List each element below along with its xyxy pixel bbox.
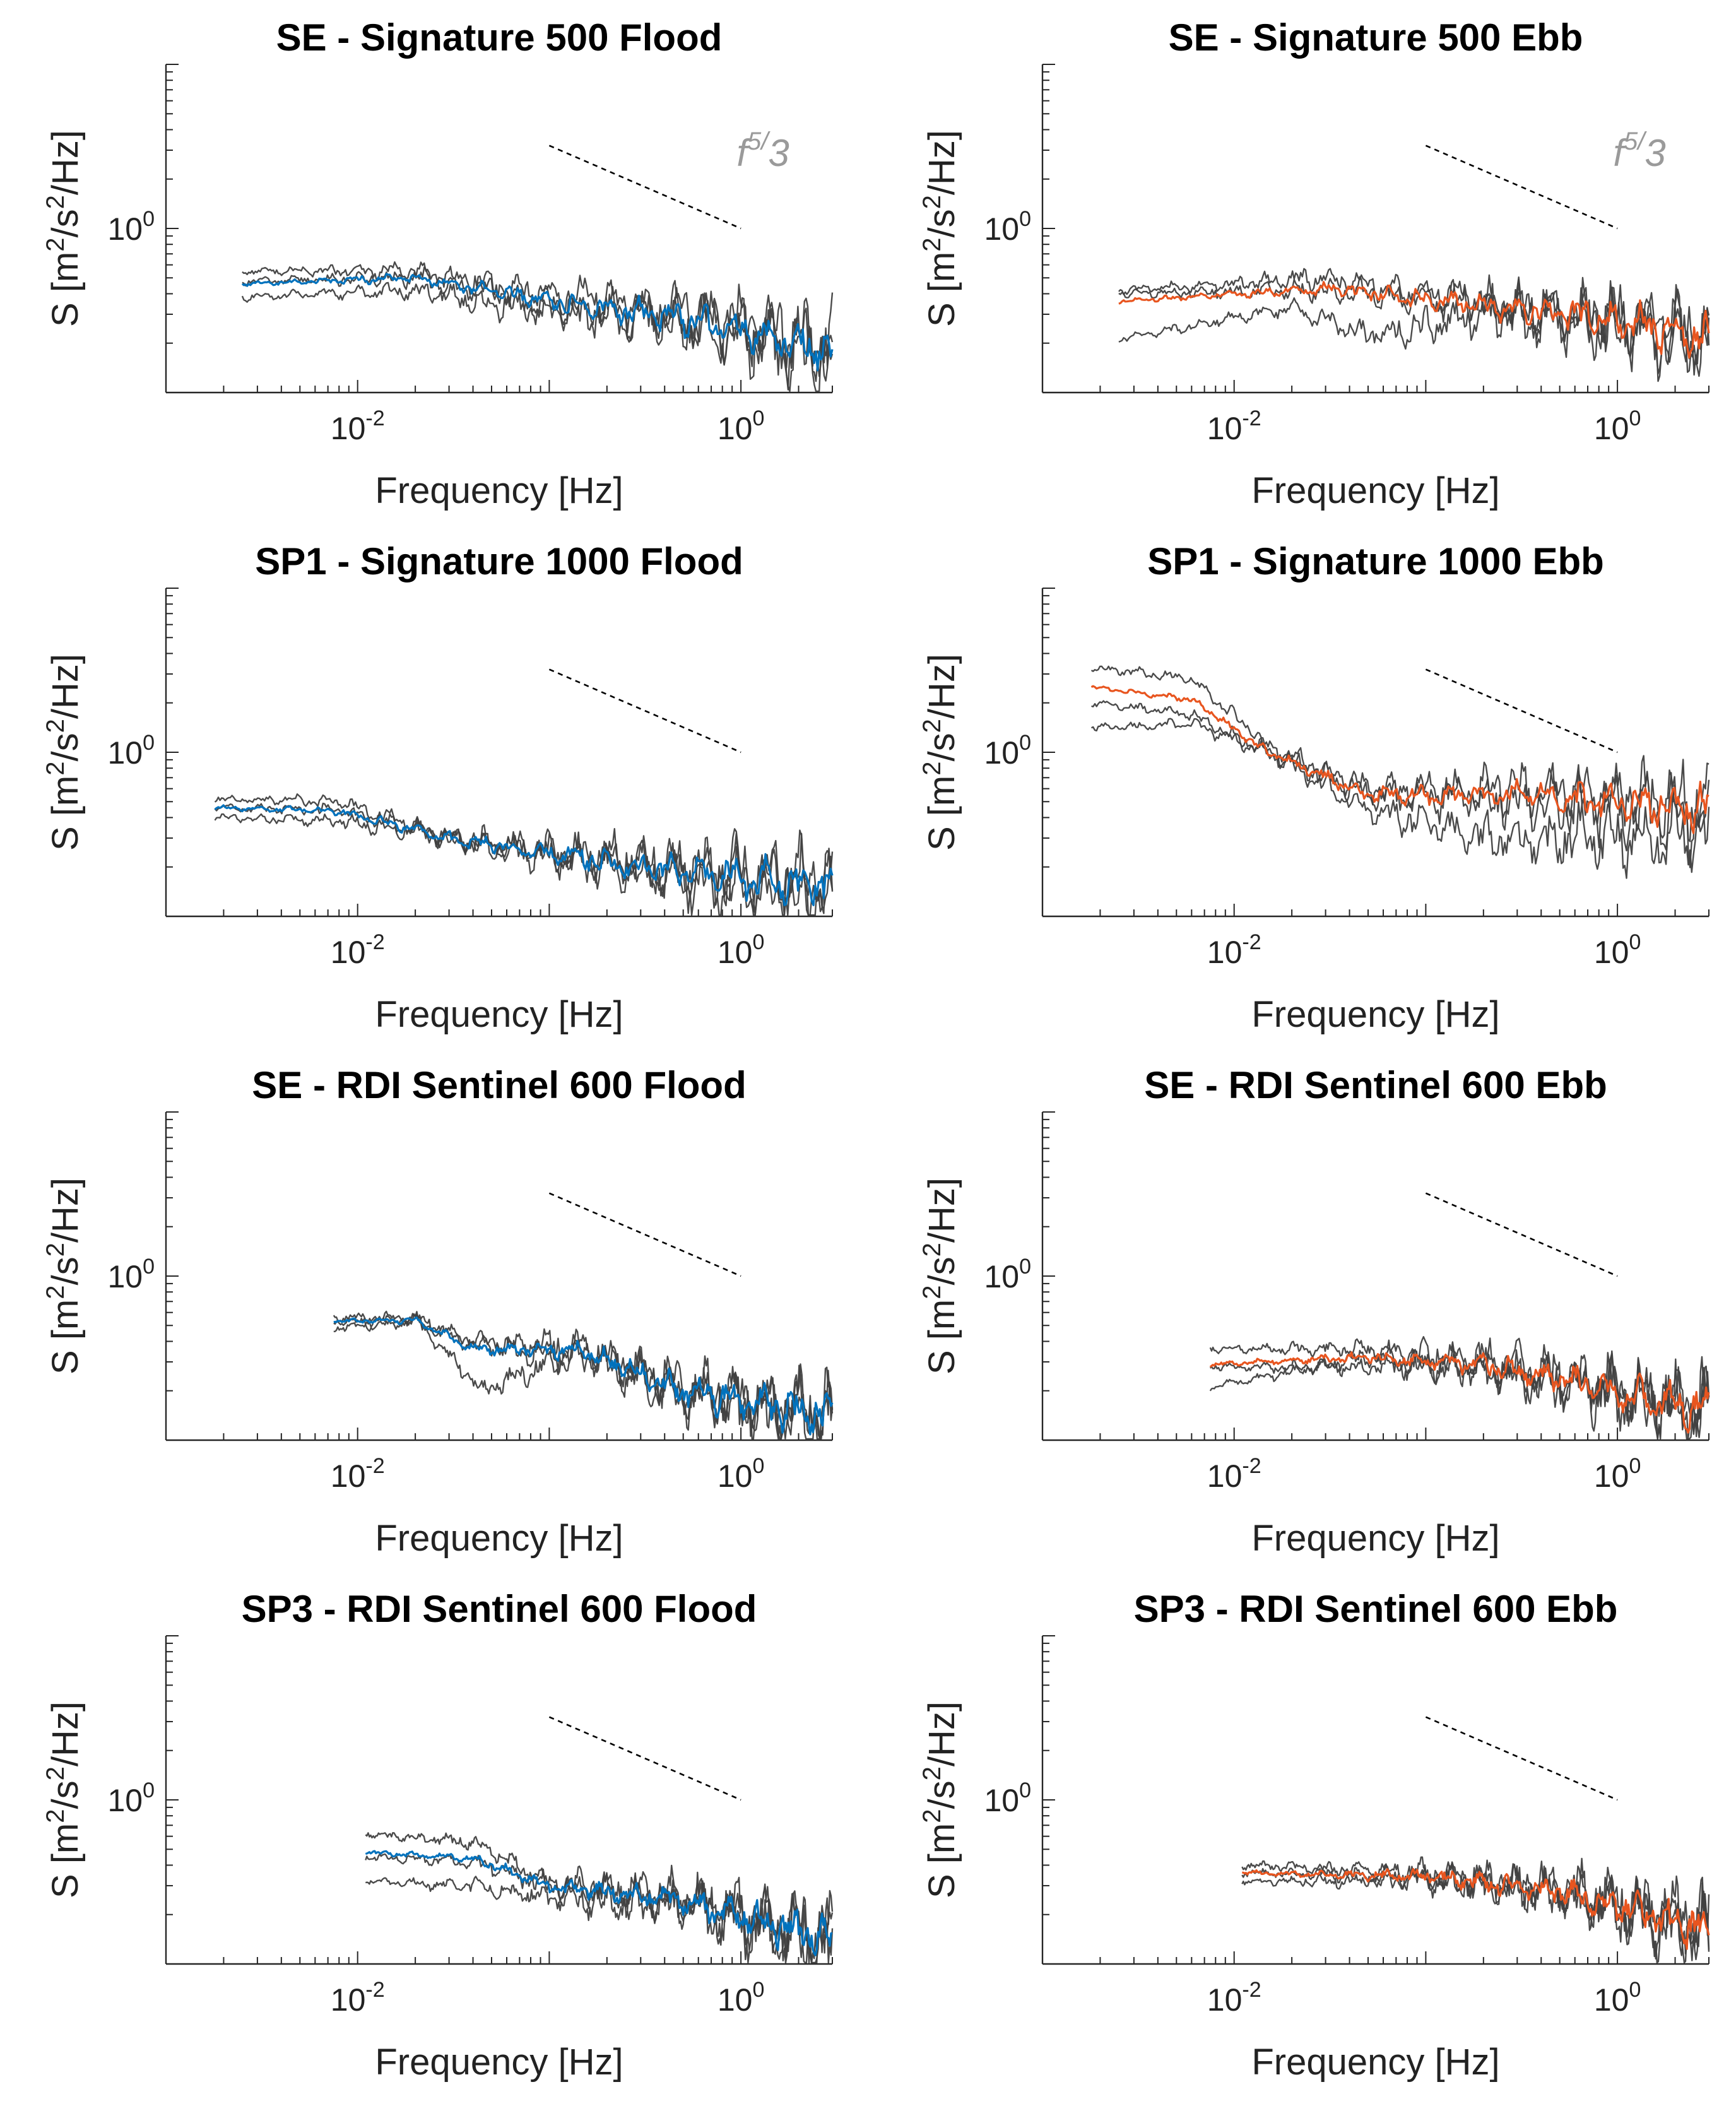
y-axis-label: S [m2/s2/Hz] — [42, 1701, 86, 1898]
gray-spectrum-line — [1090, 665, 1709, 843]
gray-spectrum-line — [242, 261, 834, 382]
x-axis-label: Frequency [Hz] — [375, 1518, 623, 1559]
x-tick-label: 100 — [717, 1978, 765, 2018]
y-tick-label: 100 — [984, 207, 1031, 247]
panel-title: SE - Signature 500 Flood — [276, 16, 723, 59]
panel-5: SE - RDI Sentinel 600 Flood 10-2 100 100 Fre… — [42, 1064, 834, 1559]
panel-4: SP1 - Signature 1000 Ebb 10-2 100 100 Freque… — [918, 540, 1710, 1035]
slope-reference-line — [548, 1192, 741, 1277]
x-tick-label: 10-2 — [331, 406, 385, 446]
x-tick-label: 10-2 — [331, 1454, 385, 1494]
slope-reference-line — [1425, 1192, 1618, 1277]
slope-reference-line — [1425, 145, 1618, 230]
x-axis-label: Frequency [Hz] — [375, 470, 623, 511]
y-tick-label: 100 — [107, 207, 155, 247]
x-tick-label: 10-2 — [331, 1978, 385, 2018]
panel-title: SP3 - RDI Sentinel 600 Flood — [242, 1588, 757, 1630]
slope-reference-line — [1425, 1716, 1618, 1801]
gray-spectrum-line — [241, 281, 834, 393]
y-axis-label: S [m2/s2/Hz] — [918, 130, 962, 327]
y-axis-label: S [m2/s2/Hz] — [42, 1178, 86, 1375]
gray-spectrum-line — [1090, 718, 1710, 879]
x-tick-label: 10-2 — [1207, 1454, 1261, 1494]
slope-reference-line — [548, 668, 741, 754]
x-tick-label: 100 — [717, 406, 765, 446]
x-axis-label: Frequency [Hz] — [375, 2042, 623, 2083]
mean-spectrum-line — [333, 1316, 834, 1436]
panel-8: SP3 - RDI Sentinel 600 Ebb 10-2 100 100 Freq… — [918, 1588, 1710, 2083]
y-tick-label: 100 — [984, 1255, 1031, 1294]
panel-title: SE - RDI Sentinel 600 Ebb — [1144, 1064, 1607, 1106]
gray-spectrum-line — [1091, 700, 1710, 868]
mean-spectrum-line — [1118, 281, 1710, 359]
mean-spectrum-line — [214, 804, 834, 906]
panel-2: SE - Signature 500 Ebb 10-2 100 100 Frequenc… — [918, 16, 1710, 511]
slope-annotation: f5/3 — [736, 127, 789, 174]
x-tick-label: 100 — [1594, 930, 1641, 970]
gray-spectrum-line — [214, 813, 834, 916]
x-axis-label: Frequency [Hz] — [1251, 470, 1499, 511]
y-axis-label: S [m2/s2/Hz] — [42, 654, 86, 851]
slope-reference-line — [1425, 668, 1618, 754]
x-axis-label: Frequency [Hz] — [375, 994, 623, 1035]
panel-6: SE - RDI Sentinel 600 Ebb 10-2 100 100 Frequ… — [918, 1064, 1710, 1559]
x-axis-label: Frequency [Hz] — [1251, 1518, 1499, 1559]
x-tick-label: 100 — [717, 930, 765, 970]
y-tick-label: 100 — [984, 1778, 1031, 1818]
gray-spectrum-line — [1241, 1865, 1710, 1964]
y-tick-label: 100 — [107, 1778, 155, 1818]
x-axis-label: Frequency [Hz] — [1251, 994, 1499, 1035]
mean-spectrum-line — [1090, 685, 1709, 834]
slope-annotation: f5/3 — [1613, 127, 1665, 174]
y-axis-label: S [m2/s2/Hz] — [918, 1701, 962, 1898]
x-tick-label: 100 — [1594, 1978, 1641, 2018]
panel-title: SP3 - RDI Sentinel 600 Ebb — [1134, 1588, 1618, 1630]
y-axis-label: S [m2/s2/Hz] — [918, 654, 962, 851]
mean-spectrum-line — [1242, 1867, 1710, 1950]
panel-title: SE - RDI Sentinel 600 Flood — [252, 1064, 746, 1106]
gray-spectrum-line — [1209, 1347, 1710, 1440]
panel-title: SP1 - Signature 1000 Ebb — [1147, 540, 1604, 582]
gray-spectrum-line — [365, 1876, 834, 1964]
x-tick-label: 100 — [1594, 406, 1641, 446]
panel-title: SP1 - Signature 1000 Flood — [255, 540, 743, 582]
y-tick-label: 100 — [107, 1255, 155, 1294]
panel-title: SE - Signature 500 Ebb — [1169, 16, 1583, 59]
x-tick-label: 100 — [1594, 1454, 1641, 1494]
x-tick-label: 10-2 — [1207, 1978, 1261, 2018]
panel-1: SE - Signature 500 Flood 10-2 100 100 Freque… — [42, 16, 834, 511]
gray-spectrum-line — [333, 1315, 834, 1440]
mean-spectrum-line — [365, 1850, 833, 1956]
x-tick-label: 10-2 — [1207, 406, 1261, 446]
gray-spectrum-line — [242, 266, 834, 391]
slope-reference-line — [548, 145, 741, 230]
slope-reference-line — [548, 1716, 741, 1801]
y-axis-label: S [m2/s2/Hz] — [918, 1178, 962, 1375]
panel-3: SP1 - Signature 1000 Flood 10-2 100 100 Freq… — [42, 540, 834, 1035]
x-tick-label: 10-2 — [331, 930, 385, 970]
mean-spectrum-line — [1209, 1351, 1710, 1434]
y-axis-label: S [m2/s2/Hz] — [42, 130, 86, 327]
y-tick-label: 100 — [984, 731, 1031, 771]
y-tick-label: 100 — [107, 731, 155, 771]
x-axis-label: Frequency [Hz] — [1251, 2042, 1499, 2083]
x-tick-label: 100 — [717, 1454, 765, 1494]
gray-spectrum-line — [1209, 1336, 1710, 1438]
x-tick-label: 10-2 — [1207, 930, 1261, 970]
panel-7: SP3 - RDI Sentinel 600 Flood 10-2 100 100 Fr… — [42, 1588, 834, 2083]
mean-spectrum-line — [241, 273, 834, 372]
gray-spectrum-line — [1118, 287, 1710, 382]
